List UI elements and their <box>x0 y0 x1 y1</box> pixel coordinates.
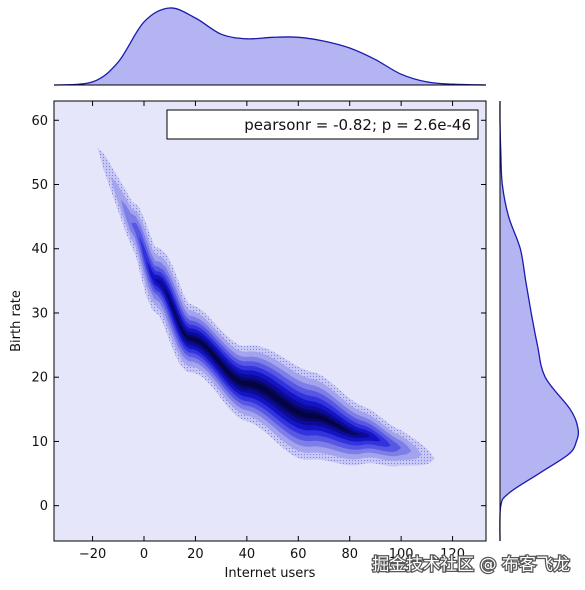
watermark-text: 掘金技术社区 @ 布客飞龙 <box>372 555 570 575</box>
x-tick-label: −20 <box>79 547 106 562</box>
annotation-frame <box>166 109 479 140</box>
kde-contours <box>97 147 435 467</box>
y-tick-label: 60 <box>31 114 48 129</box>
annotation-box: pearsonr = -0.82; p = 2.6e-46 <box>166 109 479 140</box>
x-tick-label: 0 <box>140 547 148 562</box>
x-tick-label: 40 <box>239 547 256 562</box>
marginal-y-panel <box>499 100 580 542</box>
x-tick-label: 20 <box>187 547 204 562</box>
plot-frame <box>53 100 487 542</box>
y-tick-label: 50 <box>31 178 48 193</box>
y-tick-label: 10 <box>31 435 48 450</box>
marginal-y-density-line <box>499 100 580 542</box>
x-axis-label: Internet users <box>225 566 316 581</box>
marginal-x-panel <box>53 7 487 86</box>
x-tick-label: 80 <box>341 547 358 562</box>
y-tick-label: 20 <box>31 371 48 386</box>
pearsonr-annotation: pearsonr = -0.82; p = 2.6e-46 <box>244 116 471 134</box>
x-axis-ticks: −20 0 20 40 60 80 100 120 <box>79 101 465 562</box>
x-tick-label: 60 <box>290 547 307 562</box>
marginal-y-density-fill <box>499 101 579 541</box>
marginal-x-density-line <box>53 7 487 86</box>
x-tick-label: 120 <box>440 547 465 562</box>
marginal-x-density-fill <box>54 7 486 85</box>
y-tick-label: 0 <box>40 499 48 514</box>
y-axis-label: Birth rate <box>9 290 24 352</box>
plot-background <box>54 101 486 541</box>
x-tick-label: 100 <box>389 547 414 562</box>
y-tick-label: 30 <box>31 306 48 321</box>
y-tick-label: 40 <box>31 242 48 257</box>
y-axis-ticks: 0 10 20 30 40 50 60 <box>31 114 486 514</box>
